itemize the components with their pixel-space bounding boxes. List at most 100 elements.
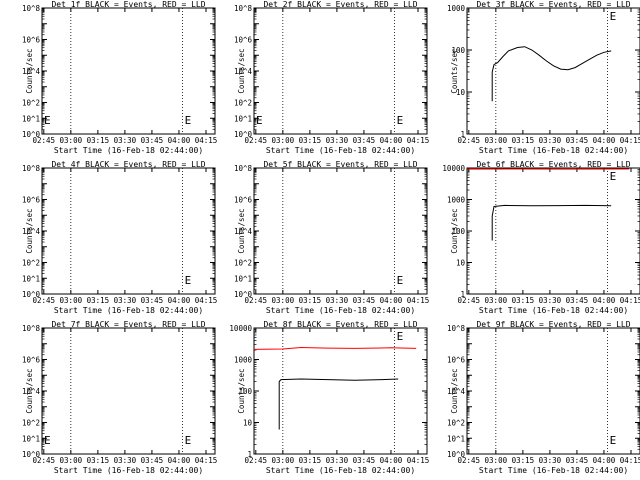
x-axis-title: Start Time (16-Feb-18 02:44:00): [479, 146, 628, 155]
chart-title: Det 1f BLACK = Events, RED = LLD: [51, 0, 205, 9]
y-axis-title: Counts/sec: [25, 208, 34, 253]
y-tick-label: 10^6: [234, 196, 253, 205]
x-axis-title: Start Time (16-Feb-18 02:44:00): [54, 146, 203, 155]
x-tick-label: 04:15: [620, 136, 640, 145]
x-tick-label: 02:45: [33, 136, 56, 145]
x-tick-label: 02:45: [245, 456, 268, 465]
y-tick-label: 10^4: [22, 67, 41, 76]
y-tick-label: 1: [460, 130, 465, 139]
x-tick-label: 03:15: [512, 456, 535, 465]
x-tick-label: 02:45: [458, 456, 481, 465]
y-tick-label: 10^0: [234, 130, 253, 139]
events-series-line: [491, 46, 612, 102]
event-marker-label: E: [610, 434, 617, 447]
y-tick-label: 10^6: [22, 36, 41, 45]
chart-title: Det 4f BLACK = Events, RED = LLD: [51, 160, 205, 169]
event-marker-label: E: [185, 274, 192, 287]
x-tick-label: 03:15: [87, 456, 110, 465]
x-tick-label: 04:15: [195, 296, 218, 305]
x-axis-title: Start Time (16-Feb-18 02:44:00): [266, 146, 415, 155]
chart-panel-4: Det 4f BLACK = Events, RED = LLD 02:45 03:…: [22, 160, 217, 315]
x-tick-label: 02:45: [33, 296, 56, 305]
y-tick-label: 10^1: [22, 434, 40, 443]
y-tick-label: 1000: [234, 356, 253, 365]
x-tick-label: 03:30: [114, 296, 137, 305]
y-tick-label: 1000: [447, 4, 466, 13]
y-tick-label: 100: [451, 46, 465, 55]
y-tick-label: 10^4: [234, 67, 253, 76]
x-tick-label: 03:45: [566, 296, 589, 305]
y-tick-label: 10: [243, 419, 253, 428]
chart-title: Det 3f BLACK = Events, RED = LLD: [476, 0, 630, 9]
y-tick-label: 10^8: [22, 324, 41, 333]
x-tick-label: 03:15: [512, 136, 535, 145]
x-tick-label: 04:00: [168, 456, 191, 465]
y-tick-label: 10^6: [22, 356, 41, 365]
x-axis-title: Start Time (16-Feb-18 02:44:00): [479, 306, 628, 315]
chart-panel-2: Det 2f BLACK = Events, RED = LLD 02:45 03:…: [234, 0, 429, 155]
chart-title: Det 8f BLACK = Events, RED = LLD: [263, 320, 417, 329]
x-tick-label: 03:15: [299, 296, 322, 305]
x-tick-label: 04:00: [380, 136, 403, 145]
y-tick-label: 10^8: [234, 4, 253, 13]
x-tick-label: 04:00: [168, 296, 191, 305]
y-tick-label: 10: [456, 259, 466, 268]
event-marker-label: E: [397, 114, 404, 127]
x-tick-label: 03:30: [539, 136, 562, 145]
x-tick-label: 02:45: [245, 136, 268, 145]
chart-panel-7: Det 7f BLACK = Events, RED = LLD 02:45 03:…: [22, 320, 217, 475]
event-marker-label: E: [44, 434, 51, 447]
y-tick-label: 10^2: [22, 259, 40, 268]
y-tick-label: 10^6: [447, 356, 466, 365]
event-marker-label: E: [397, 330, 404, 343]
y-tick-label: 10: [456, 88, 466, 97]
x-tick-label: 03:30: [326, 136, 349, 145]
y-tick-label: 10^2: [234, 99, 252, 108]
x-axis-title: Start Time (16-Feb-18 02:44:00): [266, 466, 415, 475]
event-marker-label: E: [256, 114, 263, 127]
x-tick-label: 03:30: [114, 136, 137, 145]
y-tick-label: 10^2: [22, 419, 40, 428]
x-tick-label: 03:45: [141, 456, 164, 465]
y-tick-label: 10^6: [234, 36, 253, 45]
x-axis-title: Start Time (16-Feb-18 02:44:00): [266, 306, 415, 315]
x-tick-label: 03:00: [272, 136, 295, 145]
x-tick-label: 04:15: [407, 296, 430, 305]
x-tick-label: 04:15: [195, 136, 218, 145]
events-series-line: [278, 378, 399, 430]
x-axis-title: Start Time (16-Feb-18 02:44:00): [479, 466, 628, 475]
events-series-line: [491, 204, 612, 241]
x-tick-label: 03:30: [539, 296, 562, 305]
x-tick-label: 03:15: [299, 136, 322, 145]
x-tick-label: 03:30: [539, 456, 562, 465]
x-tick-label: 03:45: [353, 296, 376, 305]
x-tick-label: 03:00: [272, 296, 295, 305]
x-tick-label: 04:15: [195, 456, 218, 465]
event-marker-label: E: [185, 434, 192, 447]
y-tick-label: 1: [460, 290, 465, 299]
x-tick-label: 03:45: [141, 136, 164, 145]
y-tick-label: 10^4: [22, 227, 41, 236]
x-tick-label: 03:00: [272, 456, 295, 465]
y-tick-label: 10^0: [234, 290, 253, 299]
x-tick-label: 04:15: [407, 136, 430, 145]
y-tick-label: 10^0: [22, 450, 41, 459]
y-tick-label: 10000: [442, 164, 465, 173]
x-tick-label: 03:45: [353, 456, 376, 465]
y-axis-title: Counts/sec: [450, 368, 459, 413]
x-tick-label: 03:00: [60, 296, 83, 305]
x-tick-label: 04:00: [593, 296, 616, 305]
y-axis-title: Counts/sec: [237, 208, 246, 253]
y-tick-label: 100: [238, 387, 252, 396]
y-tick-label: 10^8: [447, 324, 466, 333]
y-tick-label: 10000: [229, 324, 252, 333]
y-tick-label: 10^6: [22, 196, 41, 205]
event-marker-label: E: [610, 170, 617, 183]
y-axis-title: Counts/sec: [450, 48, 459, 93]
y-tick-label: 10^8: [234, 164, 253, 173]
x-axis-title: Start Time (16-Feb-18 02:44:00): [54, 466, 203, 475]
x-tick-label: 03:00: [60, 456, 83, 465]
chart-title: Det 9f BLACK = Events, RED = LLD: [476, 320, 630, 329]
y-tick-label: 10^4: [22, 387, 41, 396]
y-tick-label: 10^0: [22, 130, 41, 139]
